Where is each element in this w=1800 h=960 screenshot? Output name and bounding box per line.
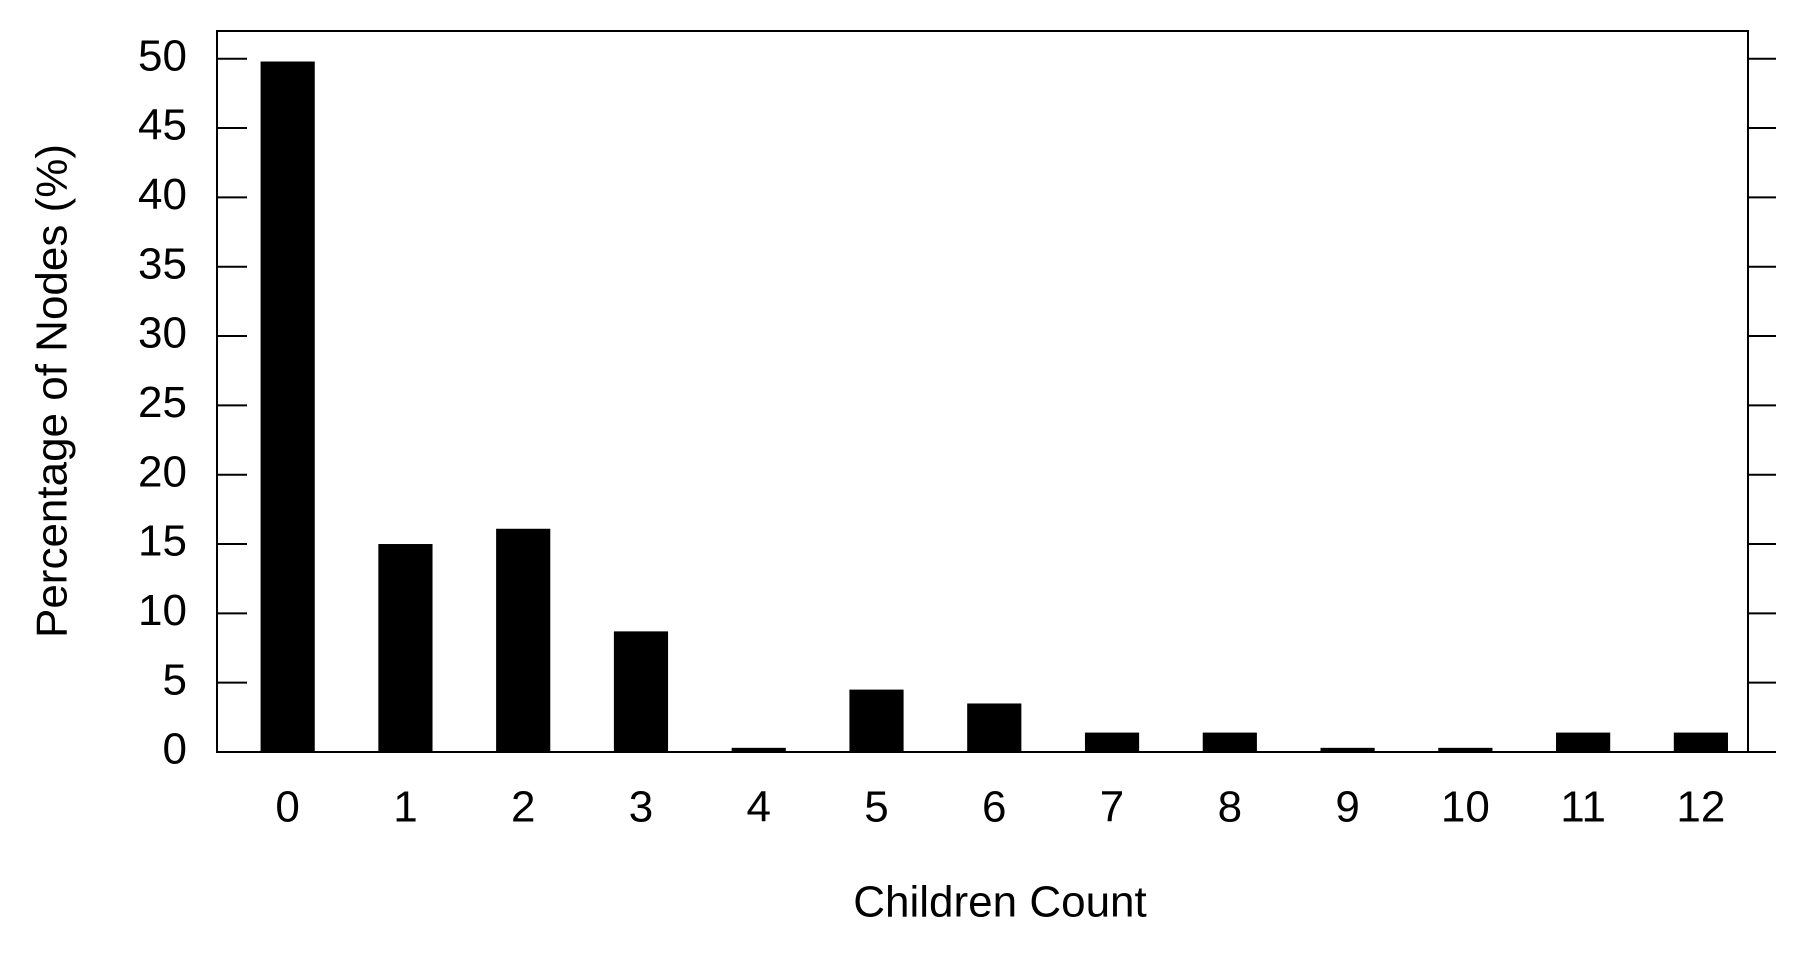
y-tick-label: 0 bbox=[163, 725, 187, 774]
y-tick-label: 35 bbox=[138, 239, 187, 288]
x-tick-label: 9 bbox=[1335, 783, 1359, 832]
bar bbox=[1202, 732, 1257, 752]
x-tick-label: 1 bbox=[393, 783, 417, 832]
bar bbox=[378, 544, 433, 752]
y-tick-label: 20 bbox=[138, 447, 187, 496]
y-tick-label: 40 bbox=[138, 170, 187, 219]
bar bbox=[849, 689, 904, 752]
x-tick-label: 12 bbox=[1676, 783, 1725, 832]
bar bbox=[1438, 747, 1493, 752]
bar bbox=[1084, 732, 1140, 752]
x-tick-label: 8 bbox=[1218, 783, 1242, 832]
x-tick-label: 3 bbox=[629, 783, 653, 832]
bar bbox=[260, 61, 315, 752]
bar bbox=[1320, 747, 1375, 752]
x-tick-label: 4 bbox=[746, 783, 770, 832]
y-tick-label: 45 bbox=[138, 101, 187, 150]
y-tick-label: 10 bbox=[138, 586, 187, 635]
y-tick-label: 5 bbox=[163, 655, 187, 704]
x-tick-label: 5 bbox=[864, 783, 888, 832]
x-tick-label: 2 bbox=[511, 783, 535, 832]
bar bbox=[613, 631, 669, 752]
x-tick-label: 11 bbox=[1560, 783, 1606, 832]
bar bbox=[1673, 732, 1728, 752]
y-axis-label: Percentage of Nodes (%) bbox=[28, 144, 77, 638]
bar bbox=[967, 703, 1022, 752]
plot-frame bbox=[216, 30, 1749, 753]
y-tick-label: 30 bbox=[138, 309, 187, 358]
bar bbox=[731, 747, 786, 752]
y-tick-label: 15 bbox=[138, 517, 187, 566]
x-tick-label: 10 bbox=[1441, 783, 1490, 832]
y-tick-label: 25 bbox=[138, 378, 187, 427]
y-tick-label: 50 bbox=[138, 31, 187, 80]
x-axis-label: Children Count bbox=[853, 878, 1147, 927]
bar bbox=[1556, 732, 1611, 752]
x-tick-label: 6 bbox=[982, 783, 1006, 832]
x-tick-label: 0 bbox=[275, 783, 299, 832]
x-tick-label: 7 bbox=[1100, 783, 1124, 832]
bar bbox=[496, 528, 551, 752]
